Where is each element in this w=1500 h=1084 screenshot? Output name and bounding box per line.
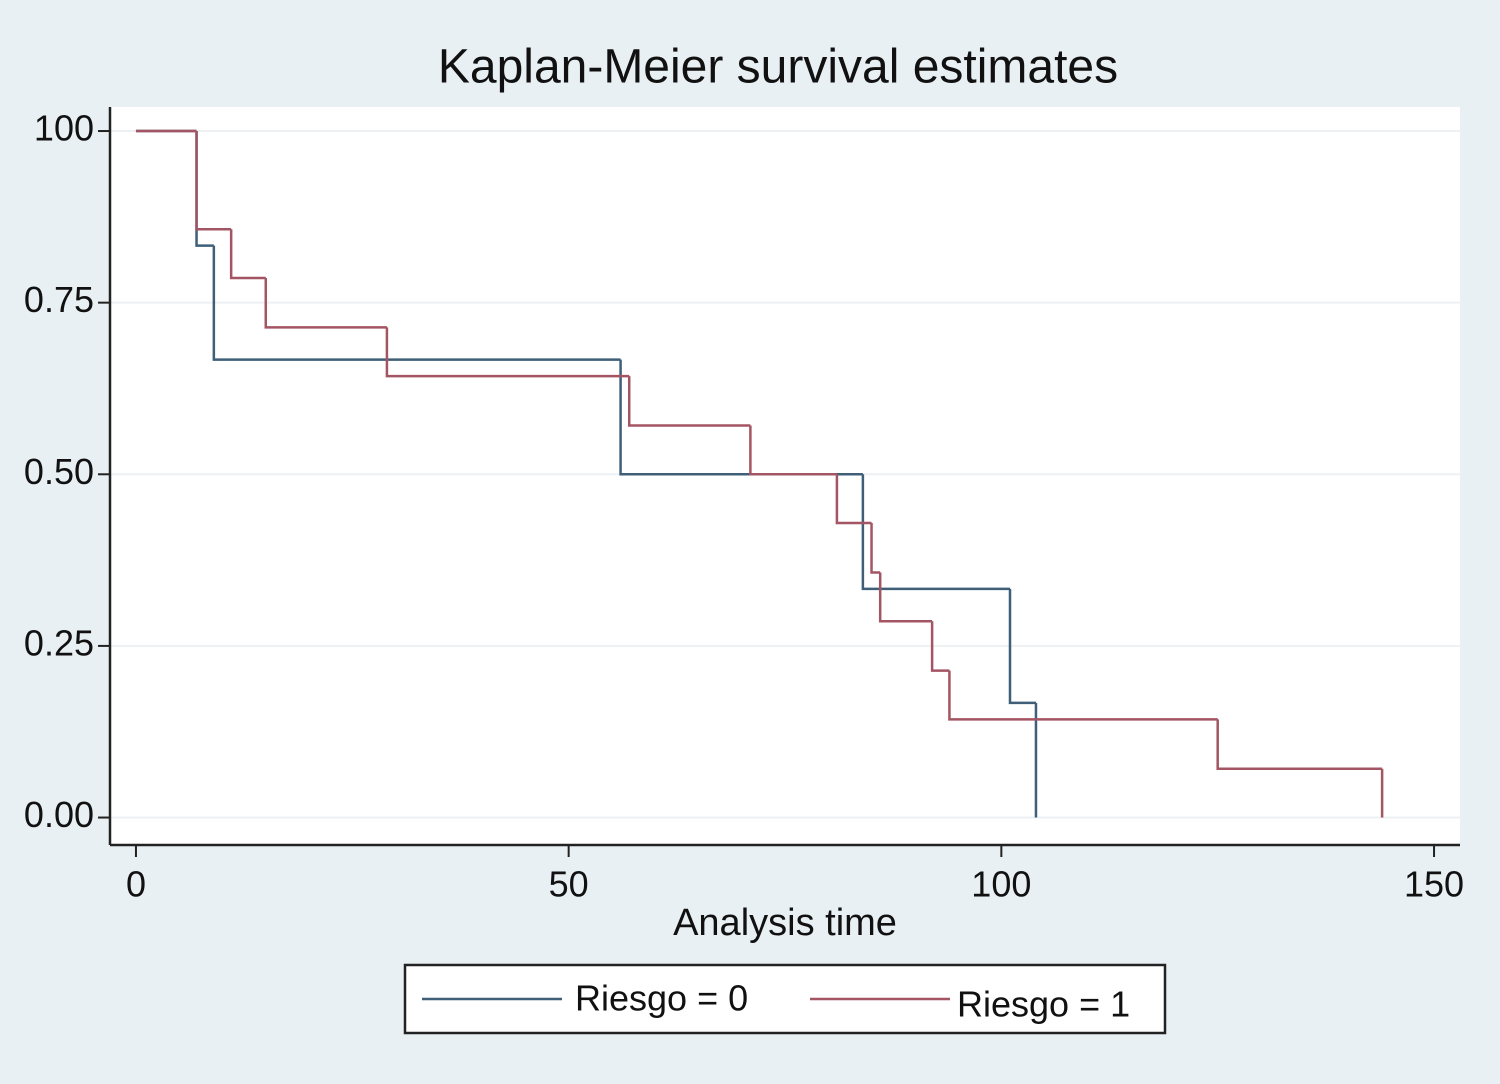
survival-step [1216, 719, 1383, 771]
survival-step [229, 229, 266, 280]
survival-step [627, 376, 751, 427]
x-tick-label: 50 [549, 864, 589, 905]
survival-step [195, 131, 232, 231]
survival-step [835, 474, 872, 525]
survival-step [878, 572, 933, 623]
legend-label: Riesgo = 0 [575, 978, 748, 1019]
survival-step [264, 277, 387, 329]
x-tick-label: 0 [126, 864, 146, 905]
survival-step [870, 523, 881, 574]
survival-step [861, 474, 1010, 591]
x-axis-title: Analysis time [673, 902, 897, 944]
y-tick-label: 0.00 [24, 794, 94, 835]
survival-step [1008, 588, 1036, 705]
survival-step [749, 425, 837, 476]
y-tick-label: 0.25 [24, 622, 94, 663]
survival-step [212, 245, 621, 361]
survival-step [948, 670, 1218, 721]
plot-area [110, 107, 1460, 845]
legend-label: Riesgo = 1 [957, 984, 1130, 1025]
chart-title: Kaplan-Meier survival estimates [438, 41, 1118, 94]
y-tick-label: 100 [34, 108, 94, 149]
y-tick-label: 0.50 [24, 451, 94, 492]
x-tick-label: 150 [1404, 864, 1464, 905]
survival-step [930, 621, 950, 672]
y-tick-label: 0.75 [24, 279, 94, 320]
x-tick-label: 100 [971, 864, 1031, 905]
survival-step [385, 327, 630, 378]
